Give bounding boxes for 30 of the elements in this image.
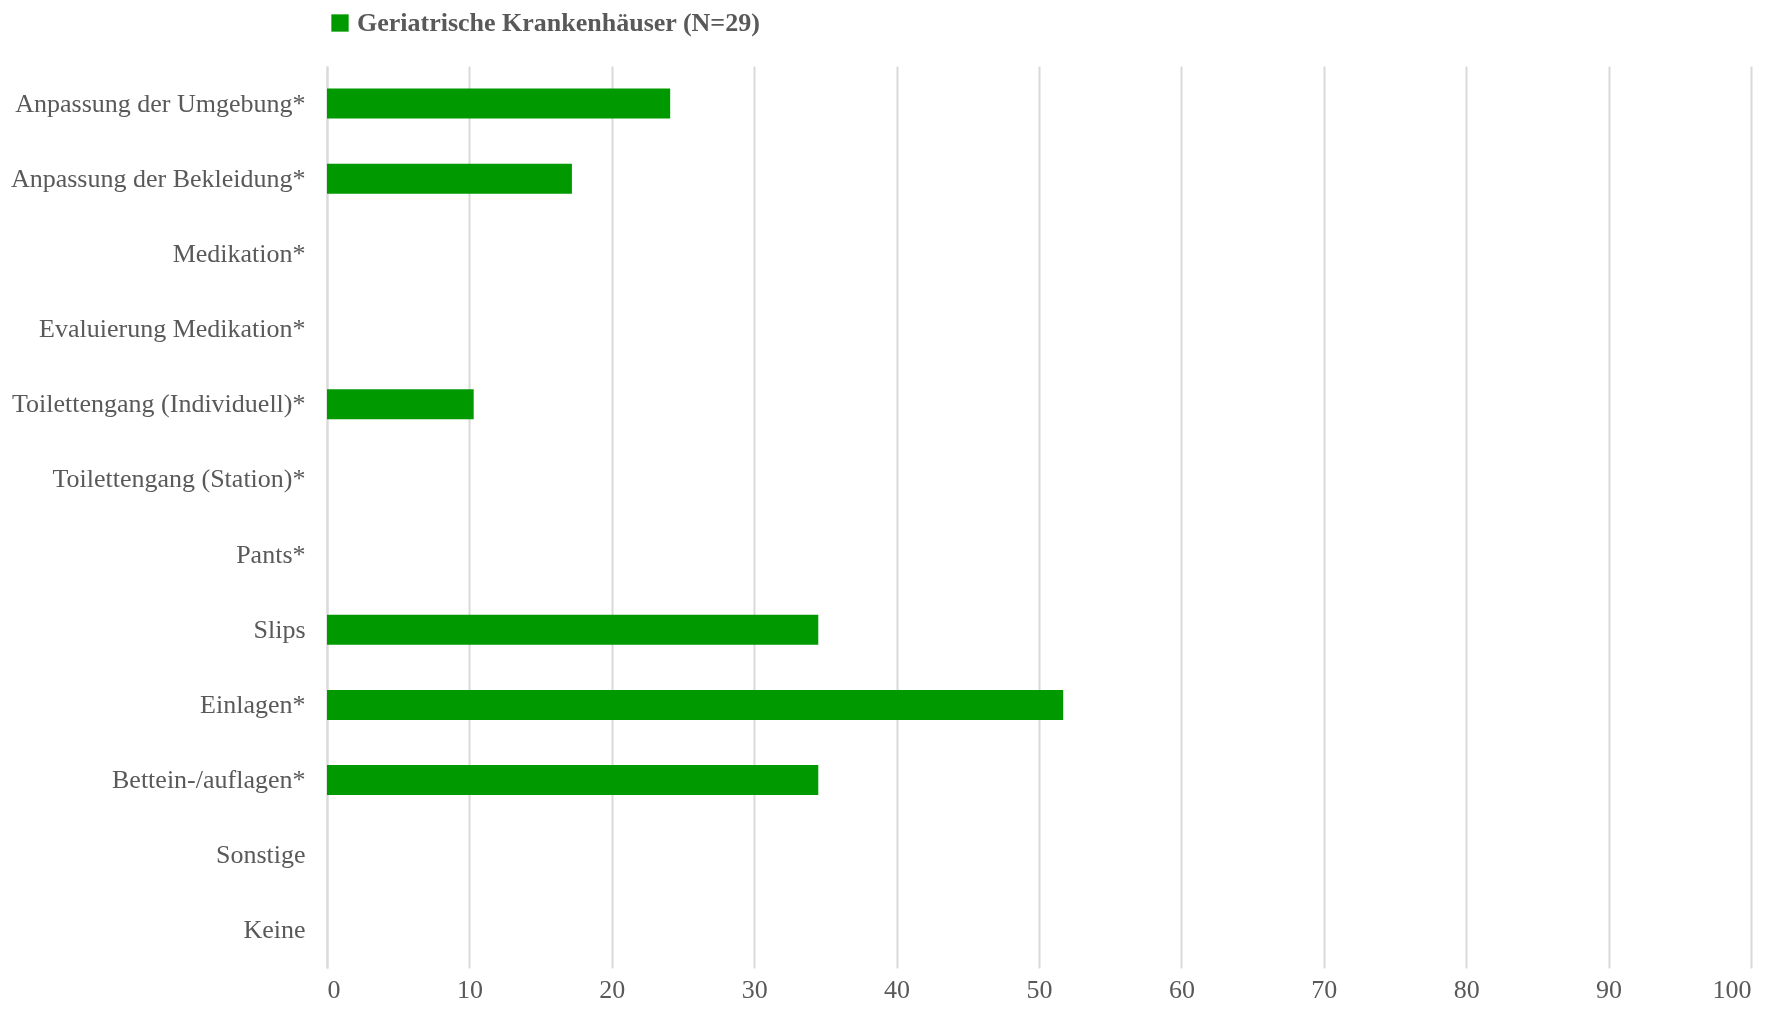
legend-label: Geriatrische Krankenhäuser (N=29) <box>357 8 760 37</box>
x-tick-label: 80 <box>1453 974 1480 1004</box>
bar <box>327 163 572 194</box>
y-tick-label: Bettein-/auflagen* <box>112 765 306 795</box>
y-tick-label: Toilettengang (Station)* <box>52 464 306 494</box>
bar <box>327 88 671 119</box>
x-tick-label: 10 <box>456 974 483 1004</box>
y-tick-label: Anpassung der Bekleidung* <box>10 163 306 193</box>
y-tick-label: Sonstige <box>215 840 306 870</box>
x-tick-label: 70 <box>1311 974 1338 1004</box>
y-tick-label: Toilettengang (Individuell)* <box>12 389 306 419</box>
x-tick-label: 20 <box>599 974 626 1004</box>
bar <box>327 765 819 796</box>
y-tick-label: Einlagen* <box>200 689 306 719</box>
x-tick-label: 100 <box>1712 974 1752 1004</box>
x-tick-label: 0 <box>327 974 341 1004</box>
x-tick-label: 40 <box>884 974 911 1004</box>
x-tick-label: 30 <box>741 974 768 1004</box>
x-tick-label: 50 <box>1026 974 1053 1004</box>
x-tick-label: 90 <box>1596 974 1623 1004</box>
y-tick-label: Pants* <box>236 539 306 569</box>
y-tick-label: Anpassung der Umgebung* <box>15 88 306 118</box>
y-tick-label: Evaluierung Medikation* <box>39 314 306 344</box>
bar <box>327 614 819 645</box>
x-tick-label: 60 <box>1168 974 1195 1004</box>
y-tick-label: Keine <box>243 915 306 945</box>
y-tick-label: Slips <box>253 614 306 644</box>
bar <box>327 389 474 420</box>
bar <box>327 689 1064 720</box>
y-tick-label: Medikation* <box>172 238 306 268</box>
